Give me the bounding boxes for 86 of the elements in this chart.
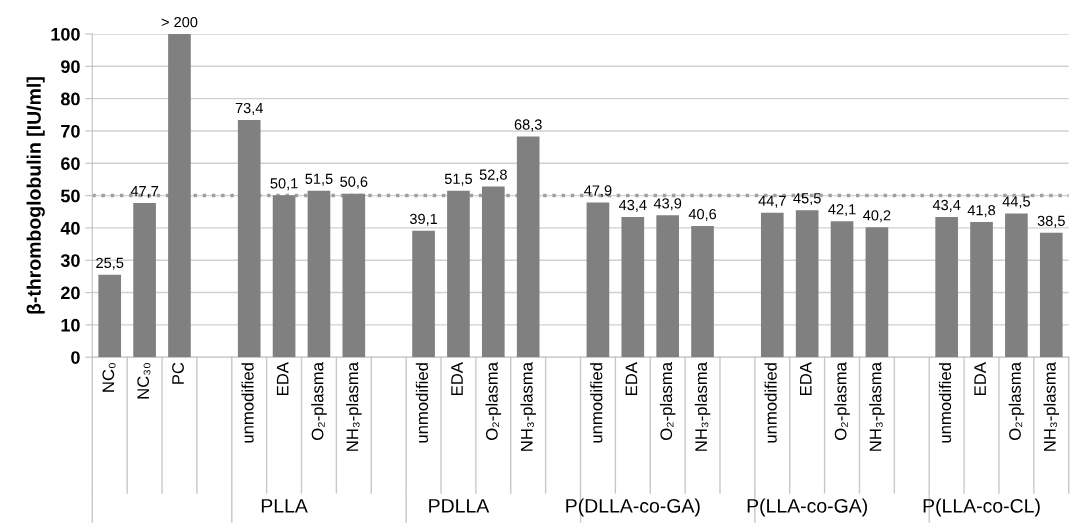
data-label: 47,7 <box>130 186 159 198</box>
data-label: > 200 <box>161 16 198 28</box>
data-label: 68,3 <box>514 119 542 132</box>
bar <box>272 195 296 358</box>
bar <box>133 203 156 358</box>
data-label: 41,8 <box>967 205 996 218</box>
x-tick-label: NC₀ <box>102 362 116 392</box>
x-tick-label: O₂-plasma <box>1008 362 1025 440</box>
text: PDLLA <box>429 499 490 513</box>
bar <box>237 119 261 358</box>
data-label: 50,6 <box>340 176 368 189</box>
bar <box>656 215 680 358</box>
y-tick-label: 50 <box>60 189 80 203</box>
x-tick-label: PC <box>172 362 184 384</box>
bar <box>342 193 366 358</box>
data-label: 42,1 <box>828 204 856 217</box>
data-label: 43,4 <box>932 199 961 212</box>
data-label: 25,5 <box>96 257 124 270</box>
x-tick-label: O₂-plasma <box>834 362 850 440</box>
data-label: 44,5 <box>1002 196 1030 209</box>
data-label: 51,5 <box>305 173 333 186</box>
y-tick-label: 0 <box>71 351 80 364</box>
data-label: 50,1 <box>270 178 298 191</box>
x-tick-label: unmodified <box>241 363 254 443</box>
bar <box>830 221 854 358</box>
data-label: 40,6 <box>688 208 717 221</box>
bar <box>1005 213 1028 358</box>
data-label: 73,4 <box>235 102 263 115</box>
y-tick-label: 100 <box>51 27 80 41</box>
bar <box>865 227 889 358</box>
x-tick-label: NH₃-plasma <box>694 362 711 451</box>
x-tick-label: NH₃-plasma <box>869 362 885 451</box>
y-axis-title: β-thromboglobulin [IU/ml] <box>26 77 45 314</box>
x-tick-label: unmodified <box>938 363 952 443</box>
text: PLLA <box>261 499 308 513</box>
bar <box>935 216 958 358</box>
text: P(LLA-co-CL) <box>923 498 1040 517</box>
bar <box>412 230 435 358</box>
data-label: 51,5 <box>444 173 473 186</box>
y-tick-label: 40 <box>60 221 80 235</box>
bar <box>168 34 191 358</box>
bar <box>516 136 540 358</box>
x-tick-label: NH₃-plasma <box>346 362 362 451</box>
x-tick-label: O₂-plasma <box>311 362 327 440</box>
y-tick-label: 10 <box>61 318 80 332</box>
bar <box>621 216 645 358</box>
data-label: 47,9 <box>584 185 612 198</box>
x-tick-label: unmodified <box>415 363 429 443</box>
data-label: 45,5 <box>793 193 821 206</box>
x-tick-label: NC₃₀ <box>137 362 151 399</box>
bar <box>1039 232 1063 358</box>
x-tick-label: unmodified <box>590 363 603 443</box>
x-tick-label: NH₃-plasma <box>520 362 536 451</box>
y-tick-label: 70 <box>61 124 80 138</box>
y-tick-label: 30 <box>60 254 80 267</box>
bar <box>795 210 819 358</box>
bar <box>691 225 714 358</box>
x-tick-label: unmodified <box>764 363 777 443</box>
y-tick-label: 60 <box>61 157 80 170</box>
bar <box>586 202 610 358</box>
data-label: 43,4 <box>618 199 647 212</box>
data-label: 38,5 <box>1037 215 1065 228</box>
y-tick-label: 20 <box>61 286 80 300</box>
x-tick-label: EDA <box>974 362 986 395</box>
bar <box>447 190 470 358</box>
x-tick-label: EDA <box>276 362 289 395</box>
bar <box>307 190 331 358</box>
bar <box>760 212 784 358</box>
y-tick-label: 90 <box>61 60 80 74</box>
data-label: 43,9 <box>653 198 682 211</box>
x-tick-label: NH₃-plasma <box>1043 362 1060 451</box>
x-tick-label: EDA <box>800 362 812 395</box>
data-label: 40,2 <box>863 210 891 223</box>
x-tick-label: O₂-plasma <box>659 362 676 440</box>
y-tick-label: 80 <box>60 92 80 106</box>
data-label: 39,1 <box>409 213 438 226</box>
data-label: 44,7 <box>758 195 786 208</box>
text: P(LLA-co-GA) <box>747 498 868 517</box>
x-tick-label: EDA <box>625 362 638 395</box>
bar <box>98 274 122 358</box>
bar <box>481 186 505 358</box>
data-label: 52,8 <box>479 169 507 182</box>
x-tick-label: EDA <box>451 362 463 395</box>
bar <box>970 222 993 358</box>
x-tick-label: O₂-plasma <box>485 362 502 440</box>
text: P(DLLA-co-GA) <box>566 498 700 517</box>
